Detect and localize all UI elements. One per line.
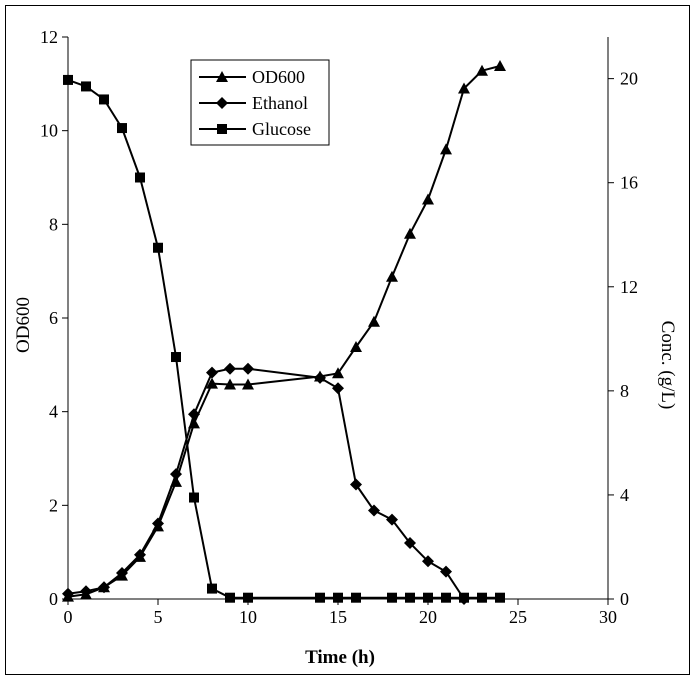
x-tick-label: 10 bbox=[239, 607, 257, 627]
data-point-od600 bbox=[368, 315, 380, 327]
legend-marker-glucose bbox=[217, 124, 227, 134]
data-point-ethanol bbox=[314, 371, 326, 384]
data-point-glucose bbox=[63, 74, 73, 85]
data-point-glucose bbox=[459, 592, 469, 603]
data-point-glucose bbox=[189, 492, 199, 503]
x-tick-label: 15 bbox=[329, 607, 347, 627]
data-point-od600 bbox=[242, 378, 254, 390]
data-point-od600 bbox=[458, 82, 470, 94]
x-tick-label: 25 bbox=[509, 607, 527, 627]
data-point-od600 bbox=[404, 227, 416, 239]
y-left-tick-label: 0 bbox=[49, 589, 58, 609]
data-point-glucose bbox=[243, 592, 253, 603]
data-point-od600 bbox=[332, 367, 344, 379]
data-point-glucose bbox=[117, 123, 127, 134]
data-point-glucose bbox=[441, 592, 451, 603]
y-left-tick-label: 6 bbox=[49, 308, 58, 328]
data-point-glucose bbox=[81, 81, 91, 92]
y-left-tick-label: 2 bbox=[49, 495, 58, 515]
data-point-ethanol bbox=[332, 382, 344, 395]
data-point-ethanol bbox=[98, 581, 110, 594]
data-point-glucose bbox=[405, 592, 415, 603]
data-point-ethanol bbox=[224, 362, 236, 375]
legend-label-ethanol: Ethanol bbox=[252, 93, 308, 113]
data-point-od600 bbox=[350, 341, 362, 353]
series-markers bbox=[62, 60, 506, 605]
data-point-od600 bbox=[386, 270, 398, 282]
data-point-ethanol bbox=[440, 565, 452, 578]
y-right-tick-label: 16 bbox=[620, 173, 638, 193]
data-point-glucose bbox=[99, 94, 109, 105]
data-point-ethanol bbox=[116, 566, 128, 579]
data-point-od600 bbox=[224, 378, 236, 390]
data-point-glucose bbox=[135, 172, 145, 183]
legend-marker-od600 bbox=[216, 71, 228, 82]
data-point-glucose bbox=[225, 592, 235, 603]
data-point-glucose bbox=[315, 592, 325, 603]
data-point-glucose bbox=[495, 592, 505, 603]
legend-label-glucose: Glucose bbox=[252, 119, 311, 139]
data-point-glucose bbox=[351, 592, 361, 603]
x-tick-label: 0 bbox=[64, 607, 73, 627]
data-point-ethanol bbox=[350, 478, 362, 491]
figure-frame bbox=[5, 5, 690, 675]
y-left-tick-label: 8 bbox=[49, 214, 58, 234]
x-tick-label: 30 bbox=[599, 607, 617, 627]
data-point-ethanol bbox=[188, 408, 200, 421]
data-point-od600 bbox=[170, 475, 182, 487]
legend-label-od600: OD600 bbox=[252, 67, 305, 87]
data-point-ethanol bbox=[368, 504, 380, 517]
data-point-ethanol bbox=[206, 366, 218, 379]
data-point-ethanol bbox=[386, 513, 398, 526]
y-axis-label-left: OD600 bbox=[13, 297, 34, 353]
data-point-glucose bbox=[477, 592, 487, 603]
data-point-ethanol bbox=[152, 517, 164, 530]
data-point-ethanol bbox=[404, 537, 416, 550]
data-point-od600 bbox=[422, 193, 434, 205]
x-tick-label: 20 bbox=[419, 607, 437, 627]
x-axis-label: Time (h) bbox=[305, 647, 375, 668]
data-point-od600 bbox=[188, 417, 200, 429]
data-point-ethanol bbox=[170, 468, 182, 481]
data-point-ethanol bbox=[62, 587, 74, 600]
legend: OD600 Ethanol Glucose bbox=[190, 59, 330, 146]
y-right-tick-label: 12 bbox=[620, 277, 638, 297]
legend-marker-ethanol bbox=[216, 97, 228, 109]
data-point-ethanol bbox=[134, 548, 146, 561]
data-point-ethanol bbox=[242, 362, 254, 375]
y-left-tick-label: 4 bbox=[49, 402, 58, 422]
data-point-ethanol bbox=[422, 555, 434, 568]
series-line-od600 bbox=[67, 65, 501, 598]
data-point-glucose bbox=[171, 352, 181, 363]
y-right-tick-label: 0 bbox=[620, 589, 629, 609]
data-point-glucose bbox=[423, 592, 433, 603]
x-tick-label: 5 bbox=[154, 607, 163, 627]
data-point-glucose bbox=[387, 592, 397, 603]
data-point-glucose bbox=[207, 583, 217, 594]
y-left-tick-label: 10 bbox=[40, 121, 58, 141]
y-right-tick-label: 8 bbox=[620, 381, 629, 401]
data-point-glucose bbox=[153, 242, 163, 253]
series-lines bbox=[67, 65, 501, 600]
data-point-ethanol bbox=[80, 585, 92, 598]
axes bbox=[62, 36, 614, 605]
y-right-tick-label: 20 bbox=[620, 69, 638, 89]
data-point-od600 bbox=[206, 377, 218, 389]
y-right-tick-label: 4 bbox=[620, 485, 629, 505]
y-left-tick-label: 12 bbox=[40, 27, 58, 47]
data-point-od600 bbox=[476, 64, 488, 76]
data-point-od600 bbox=[440, 143, 452, 155]
data-point-od600 bbox=[494, 60, 506, 72]
y-axis-label-right: Conc. (g/L) bbox=[657, 321, 678, 410]
series-line-ethanol bbox=[67, 367, 465, 600]
data-point-glucose bbox=[333, 592, 343, 603]
series-line-glucose bbox=[67, 78, 500, 599]
